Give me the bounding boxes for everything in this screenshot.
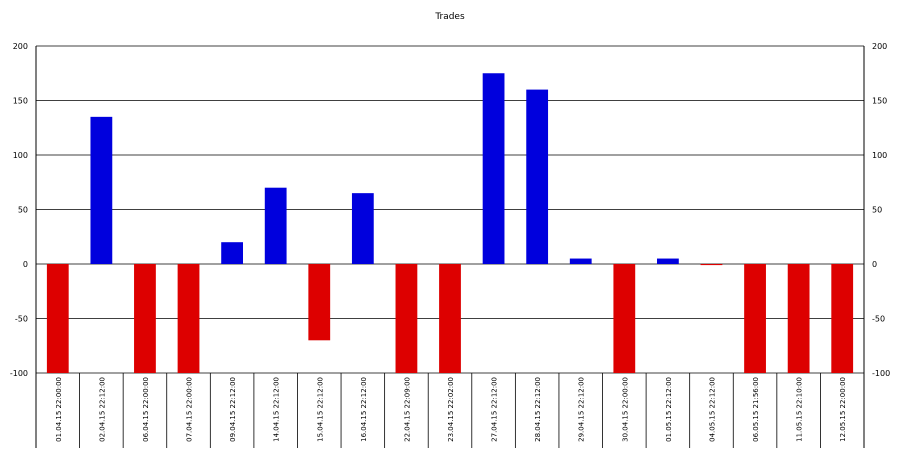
y-tick-label-left: 150 [13,97,28,106]
axes-layer [35,46,865,448]
bar [831,264,854,373]
x-tick-label: 01.05.15 22:12:00 [665,377,673,442]
x-tick-label: 29.04.15 22:12:00 [578,377,586,442]
x-tick-label: 22.04.15 22:09:00 [403,377,411,442]
y-tick-label-left: -50 [15,315,28,324]
x-tick-label: 11.05.15 22:10:00 [796,377,804,442]
y-tick-label-right: 0 [872,260,877,269]
bar [526,89,549,264]
x-tick-label: 06.05.15 21:56:00 [752,377,760,442]
bar [177,264,200,373]
y-tick-label-left: -100 [10,369,28,378]
y-tick-label-left: 100 [13,151,28,160]
x-tick-label: 01.04.15 22:00:00 [55,377,63,442]
x-tick-label: 27.04.15 22:12:00 [491,377,499,442]
labels-layer: -100 -100 -50 -50 0 0 50 50 100 100 150 150 200 200 01… [10,42,890,442]
x-tick-label: 09.04.15 22:12:00 [229,377,237,442]
x-tick-label: 28.04.15 22:12:00 [534,377,542,442]
x-tick-label: 04.05.15 22:12:00 [708,377,716,442]
bar [90,116,113,264]
bar [700,264,723,266]
y-tick-label-right: 50 [872,206,882,215]
bar [744,264,766,373]
y-tick-label-right: 150 [872,97,887,106]
bar [787,264,810,373]
x-tick-label: 30.04.15 22:00:00 [621,377,629,442]
bar [657,258,679,264]
bar [134,264,156,373]
bar [221,242,243,264]
x-tick-label: 16.04.15 22:12:00 [360,377,368,442]
bar [351,193,374,264]
x-tick-label: 23.04.15 22:02:00 [447,377,455,442]
x-tick-label: 06.04.15 22:00:00 [142,377,150,442]
y-tick-label-right: -50 [872,315,885,324]
bar [264,187,287,264]
chart-title: Trades [435,12,465,22]
bar [439,264,461,373]
x-tick-label: 07.04.15 22:00:00 [186,377,194,442]
y-tick-label-left: 0 [23,260,28,269]
x-tick-label: 15.04.15 22:12:00 [316,377,324,442]
bar [308,264,331,341]
grid-layer [36,45,864,374]
bar [46,264,69,373]
x-tick-label: 12.05.15 22:00:00 [839,377,847,442]
bar [482,73,505,264]
y-tick-label-left: 200 [13,42,28,51]
x-tick-label: 14.04.15 22:12:00 [273,377,281,442]
y-tick-label-right: -100 [872,369,890,378]
y-tick-label-right: 100 [872,151,887,160]
x-tick-label: 02.04.15 22:12:00 [98,377,106,442]
y-tick-label-right: 200 [872,42,887,51]
y-tick-label-left: 50 [18,206,28,215]
bar [569,258,592,264]
bars-layer [46,73,854,373]
bar [395,264,418,373]
bar [613,264,636,373]
